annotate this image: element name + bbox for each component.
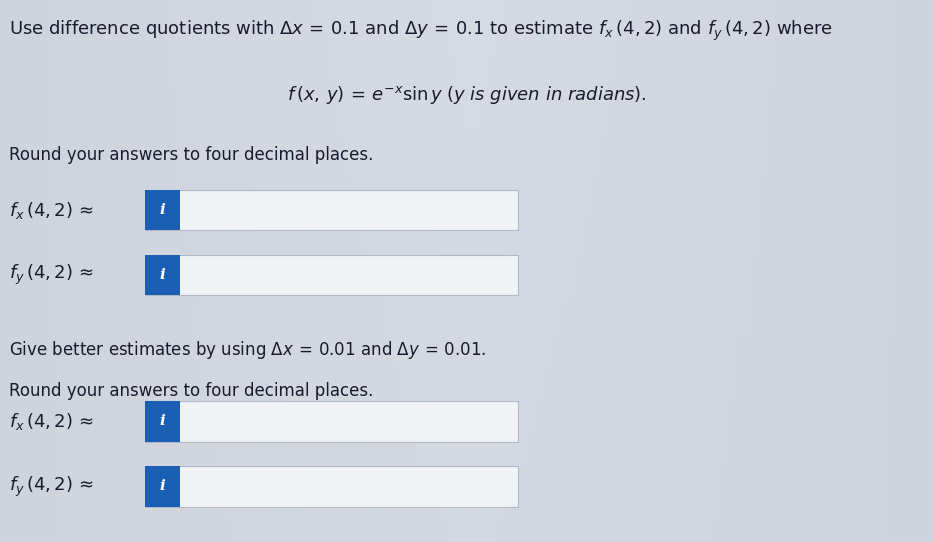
FancyBboxPatch shape bbox=[145, 466, 180, 507]
Text: $f\,(x,\,y)\,=\,e^{-x}\sin y\;(y$ is given in radians$).$: $f\,(x,\,y)\,=\,e^{-x}\sin y\;(y$ is giv… bbox=[287, 84, 647, 106]
Text: $f_x\,(4, 2)\,\approx$: $f_x\,(4, 2)\,\approx$ bbox=[9, 199, 94, 221]
FancyBboxPatch shape bbox=[145, 466, 518, 507]
Text: Round your answers to four decimal places.: Round your answers to four decimal place… bbox=[9, 146, 374, 164]
FancyBboxPatch shape bbox=[145, 401, 518, 442]
Text: i: i bbox=[160, 415, 165, 428]
Text: Give better estimates by using $\Delta x\,=\,0.01$ and $\Delta y\,=\,0.01.$: Give better estimates by using $\Delta x… bbox=[9, 339, 487, 361]
Text: Round your answers to four decimal places.: Round your answers to four decimal place… bbox=[9, 382, 374, 400]
Text: i: i bbox=[160, 268, 165, 282]
Text: Use difference quotients with $\Delta x\,=\,0.1$ and $\Delta y\,=\,0.1$ to estim: Use difference quotients with $\Delta x\… bbox=[9, 19, 833, 43]
Text: $f_y\,(4, 2)\,\approx$: $f_y\,(4, 2)\,\approx$ bbox=[9, 263, 94, 287]
FancyBboxPatch shape bbox=[145, 190, 180, 230]
Text: $f_y\,(4, 2)\,\approx$: $f_y\,(4, 2)\,\approx$ bbox=[9, 474, 94, 499]
Text: i: i bbox=[160, 203, 165, 217]
FancyBboxPatch shape bbox=[145, 255, 518, 295]
Text: i: i bbox=[160, 480, 165, 493]
FancyBboxPatch shape bbox=[145, 255, 180, 295]
FancyBboxPatch shape bbox=[145, 401, 180, 442]
Text: $f_x\,(4, 2)\,\approx$: $f_x\,(4, 2)\,\approx$ bbox=[9, 411, 94, 432]
FancyBboxPatch shape bbox=[145, 190, 518, 230]
